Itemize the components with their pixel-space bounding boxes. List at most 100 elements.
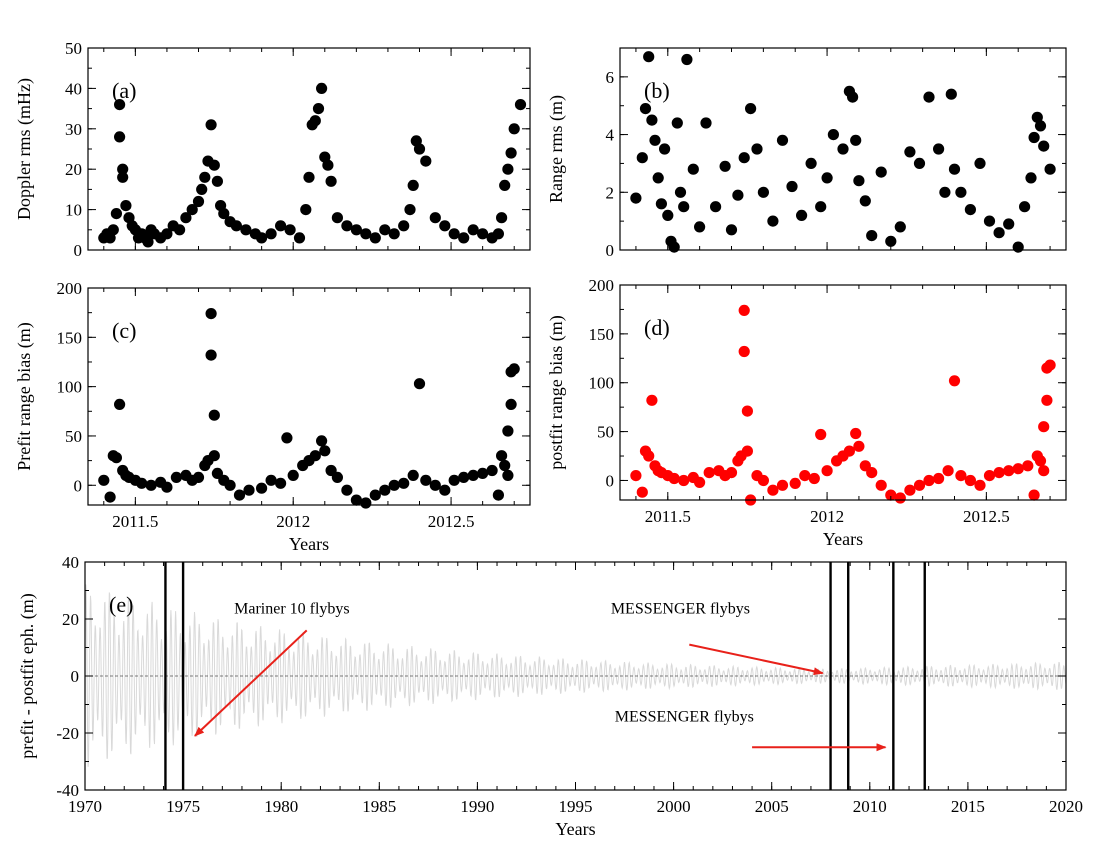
y-tick-label: 4 bbox=[606, 126, 615, 145]
data-point bbox=[170, 471, 182, 483]
data-point bbox=[859, 195, 871, 207]
data-point bbox=[700, 117, 712, 129]
panel-label: (b) bbox=[644, 78, 670, 103]
y-axis-label: Range rms (m) bbox=[546, 95, 567, 203]
x-tick-label: 2012 bbox=[810, 507, 844, 526]
data-point bbox=[136, 477, 148, 489]
data-point bbox=[499, 459, 511, 472]
data-point bbox=[741, 405, 754, 417]
data-point bbox=[420, 155, 432, 167]
x-tick-label: 1970 bbox=[68, 797, 102, 816]
data-point bbox=[205, 119, 217, 131]
x-tick-label: 2020 bbox=[1049, 797, 1083, 816]
data-point bbox=[955, 470, 967, 482]
data-point bbox=[913, 479, 926, 491]
data-point bbox=[110, 208, 122, 220]
annotation-label: MESSENGER flybys bbox=[615, 709, 754, 726]
residual-series-line bbox=[84, 584, 1067, 767]
data-point bbox=[1028, 489, 1040, 501]
y-axis-label: postfit range bias (m) bbox=[546, 315, 567, 469]
x-tick-label: 1995 bbox=[559, 797, 593, 816]
data-point bbox=[904, 146, 916, 158]
data-point bbox=[1044, 359, 1056, 371]
data-point bbox=[114, 398, 126, 410]
plot-frame bbox=[87, 47, 531, 251]
plot-frame bbox=[619, 284, 1067, 501]
data-point bbox=[655, 198, 668, 210]
panel-b: 0 2 4 6 (b) Range rms (m) bbox=[546, 47, 1067, 260]
data-point bbox=[360, 497, 372, 509]
data-point bbox=[300, 204, 312, 216]
panel-label: (d) bbox=[644, 315, 670, 340]
data-point bbox=[341, 220, 353, 232]
panel-d: 2011.5 2012 2012.5 0 50 100 150 200 (d) postfit r… bbox=[546, 276, 1067, 549]
data-point bbox=[174, 224, 186, 236]
y-tick-label: 40 bbox=[65, 79, 82, 98]
data-point bbox=[843, 445, 856, 457]
data-point bbox=[107, 224, 119, 236]
data-point bbox=[974, 157, 986, 169]
data-point bbox=[993, 467, 1005, 479]
data-point bbox=[939, 186, 951, 198]
data-point bbox=[404, 204, 416, 216]
data-point bbox=[850, 134, 862, 146]
data-point bbox=[256, 482, 268, 494]
data-point bbox=[630, 470, 642, 482]
data-point bbox=[668, 472, 680, 485]
data-point bbox=[502, 163, 514, 175]
data-point bbox=[923, 91, 935, 103]
y-tick-label: 30 bbox=[65, 120, 82, 139]
x-tick-label: 2012.5 bbox=[963, 507, 1010, 526]
data-point bbox=[439, 220, 451, 232]
y-tick-label: 0 bbox=[606, 241, 615, 260]
data-point bbox=[738, 345, 750, 358]
x-tick-label: 2005 bbox=[755, 797, 789, 816]
y-tick-label: 0 bbox=[74, 241, 83, 260]
data-point bbox=[477, 228, 489, 240]
data-point bbox=[948, 375, 961, 387]
data-point bbox=[821, 465, 833, 477]
data-point bbox=[853, 440, 865, 452]
panel-c: 2011.5 2012 2012.5 0 50 100 150 200 (c) Prefit ra… bbox=[14, 279, 531, 554]
data-point bbox=[671, 117, 683, 129]
data-point bbox=[815, 201, 827, 213]
data-point bbox=[703, 467, 715, 479]
x-tick-label: 2015 bbox=[951, 797, 985, 816]
data-point bbox=[287, 469, 299, 481]
data-point bbox=[933, 472, 945, 485]
data-point bbox=[369, 489, 381, 501]
data-point bbox=[205, 308, 217, 320]
data-point bbox=[853, 175, 865, 187]
y-axis-label: Doppler rms (mHz) bbox=[14, 78, 35, 220]
data-point bbox=[192, 195, 205, 208]
data-point bbox=[98, 474, 110, 486]
data-point bbox=[398, 220, 410, 232]
x-tick-label: 2010 bbox=[853, 797, 887, 816]
y-tick-label: 200 bbox=[589, 276, 615, 295]
data-point bbox=[757, 186, 770, 198]
data-point bbox=[243, 484, 255, 496]
data-point bbox=[496, 212, 508, 224]
data-point bbox=[120, 200, 132, 212]
data-point bbox=[303, 171, 315, 183]
data-point bbox=[196, 183, 208, 195]
data-point bbox=[885, 489, 897, 501]
data-point bbox=[467, 469, 479, 481]
data-point bbox=[799, 470, 811, 482]
y-tick-label: 50 bbox=[65, 39, 82, 58]
data-point bbox=[745, 103, 757, 115]
data-point bbox=[885, 235, 897, 247]
data-point bbox=[1022, 460, 1034, 472]
data-point bbox=[821, 172, 833, 184]
data-point bbox=[837, 143, 849, 155]
data-point bbox=[668, 241, 680, 253]
data-point bbox=[192, 471, 205, 483]
data-point bbox=[983, 215, 996, 227]
x-tick-label: 1975 bbox=[166, 797, 200, 816]
data-point bbox=[161, 481, 173, 493]
annotation-label: MESSENGER flybys bbox=[611, 600, 750, 617]
data-point bbox=[309, 115, 321, 127]
data-point bbox=[974, 479, 986, 491]
data-point bbox=[407, 469, 419, 481]
data-point bbox=[646, 114, 658, 126]
